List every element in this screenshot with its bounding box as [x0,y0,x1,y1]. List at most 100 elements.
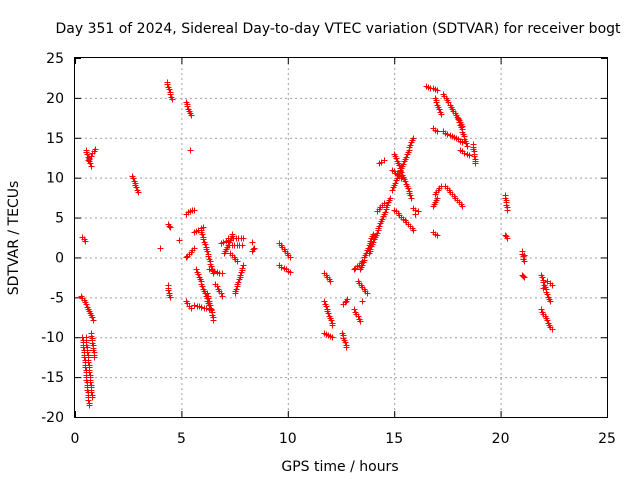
data-point [239,242,246,249]
data-point [234,258,241,265]
data-point [461,150,468,157]
x-tick-label: 15 [385,431,403,447]
data-point [169,96,176,103]
data-point [547,298,554,305]
data-point [381,157,388,164]
x-tick-label: 0 [71,431,80,447]
data-point [88,389,95,396]
data-point [434,195,441,202]
data-point [199,283,206,290]
data-point [89,314,96,321]
y-axis-label: SDTVAR / TECUs [6,181,22,296]
data-point [85,397,92,404]
data-point [521,258,528,265]
data-point [202,241,209,248]
x-tick-labels: 0 5 10 15 20 25 [71,431,616,447]
data-point [472,160,479,167]
data-point [240,262,247,269]
data-point [251,245,258,252]
data-point [364,290,371,297]
data-point [287,254,294,261]
data-point [204,248,211,255]
data-points [78,79,556,409]
data-point [183,254,190,261]
data-point [198,304,205,311]
data-point [167,224,174,231]
data-point [410,135,417,142]
data-point [83,301,90,308]
data-point [402,178,409,185]
data-point [544,317,551,324]
data-point [410,227,417,234]
data-point [205,253,212,260]
data-point [342,339,349,346]
data-point [521,252,528,259]
data-point [359,262,366,269]
x-tick-label: 5 [177,431,186,447]
data-point [193,266,200,273]
data-point [239,265,246,272]
data-point [407,192,414,199]
data-point [549,326,556,333]
data-point [327,278,334,285]
data-point [405,185,412,192]
data-point [87,379,94,386]
data-point [540,279,547,286]
y-tick-label: -15 [41,370,64,386]
data-point [374,230,381,237]
data-point [164,81,171,88]
data-point [407,142,414,149]
data-point [396,162,403,169]
y-tick-label: 25 [46,51,64,67]
data-point [540,285,547,292]
data-point [86,369,93,376]
data-point [200,236,207,243]
data-point [539,274,546,281]
data-point [504,207,511,214]
data-point [403,154,410,161]
y-tick-labels: -20 -15 -10 -5 0 5 10 15 20 25 [41,51,64,426]
data-point [210,317,217,324]
data-point [214,283,221,290]
data-point [387,195,394,202]
y-tick-label: -10 [41,330,64,346]
data-point [86,402,93,409]
data-point [434,128,441,135]
data-point [538,306,545,313]
data-point [343,344,350,351]
y-tick-label: -5 [50,290,64,306]
data-point [325,310,332,317]
y-tick-label: 15 [46,131,64,147]
data-point [436,106,443,113]
data-point [166,86,173,93]
plot-frame [74,57,608,418]
data-point [359,298,366,305]
data-point [438,111,445,118]
data-point [351,266,358,273]
data-point [463,140,470,147]
chart-title: Day 351 of 2024, Sidereal Day-to-day VTE… [55,21,621,37]
data-point [434,232,441,239]
data-point [504,235,511,242]
grid-lines [75,58,607,417]
data-point [191,245,198,252]
data-point [82,238,89,245]
x-axis-label: GPS time / hours [281,459,398,475]
data-point [520,273,527,280]
data-point [92,146,99,153]
data-point [167,91,174,98]
data-point [135,189,142,196]
data-point [84,349,91,356]
data-point [250,246,257,253]
data-point [381,200,388,207]
data-point [188,112,195,119]
data-point [456,119,463,126]
axis-ticks [75,58,608,418]
data-point [130,175,137,182]
data-point [278,264,285,271]
data-point [167,294,174,301]
data-point [237,272,244,279]
data-point [204,290,211,297]
data-point [367,246,374,253]
